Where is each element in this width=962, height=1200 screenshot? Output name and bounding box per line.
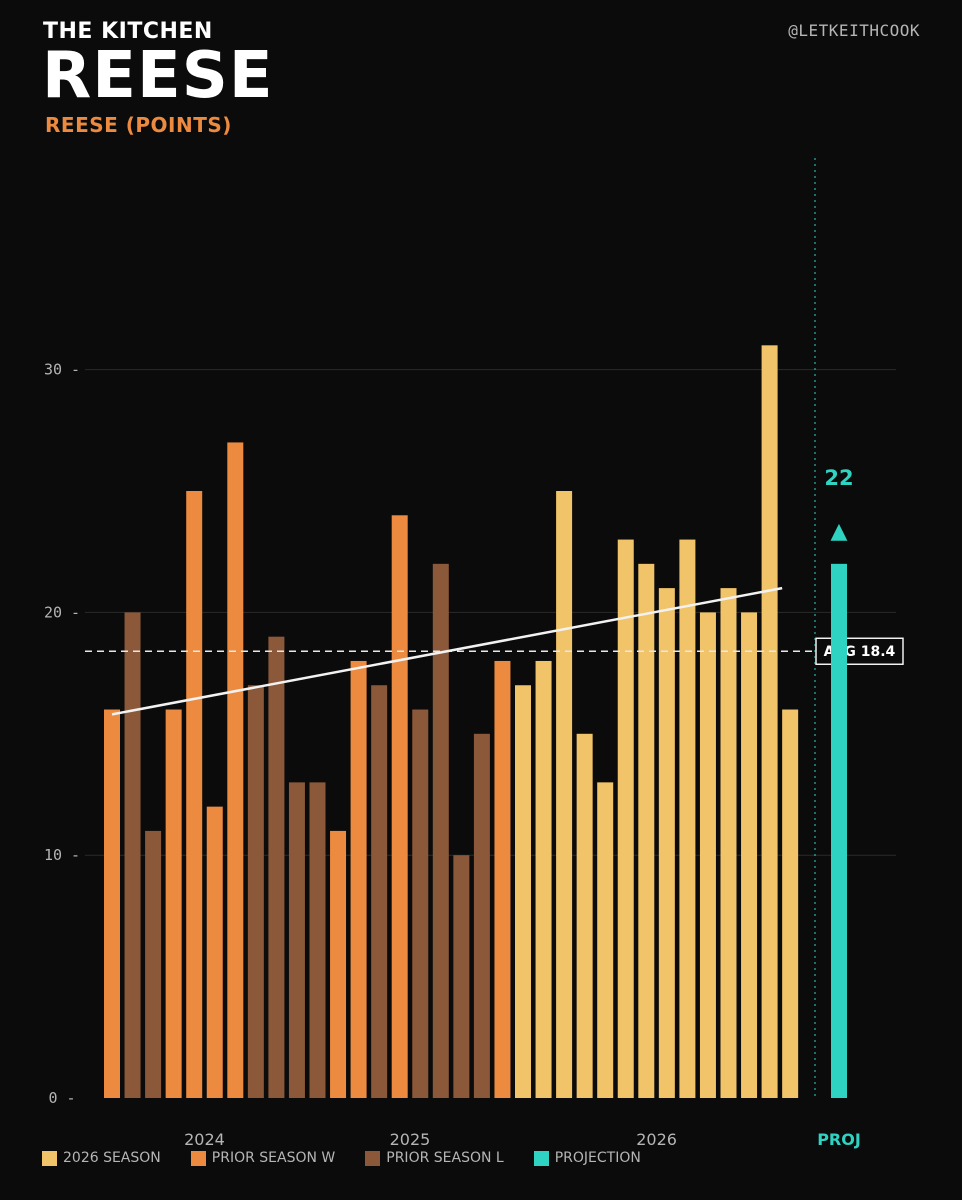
y-tick-label-20: 20 - [44,603,80,621]
bar-30 [699,612,716,1098]
player-title: REESE [42,39,274,113]
bar-5 [186,491,203,1098]
brand-label: THE KITCHEN [43,19,213,44]
season-label-2025: 2025 [390,1130,431,1149]
bar-22 [535,660,552,1098]
bar-3 [145,830,162,1098]
legend-swatch [190,1150,206,1166]
chart-subtitle: REESE (POINTS) [45,113,232,137]
legend-swatch [42,1150,57,1166]
projection-bar [831,563,847,1098]
legend-swatch [365,1150,381,1166]
bar-23 [556,491,573,1098]
projection-arrow-icon: ▲ [831,519,848,544]
author-handle: @LETKEITHCOOK [788,21,920,40]
bar-27 [638,563,655,1098]
legend-item-4: PROJECTION [533,1150,641,1166]
average-label-box [815,637,904,665]
legend: 2026 SEASON PRIOR SEASON W PRIOR SEASON L P… [42,1148,671,1168]
bar-12 [330,830,347,1098]
legend-label: PRIOR SEASON W [211,1150,336,1166]
bar-6 [206,806,223,1098]
legend-swatch [533,1150,549,1166]
y-tick-label-0: 0 - [48,1089,75,1107]
bar-21 [515,685,531,1098]
y-tick-label-10: 10 - [44,846,80,864]
bar-9 [268,636,285,1098]
bar-32 [741,612,758,1098]
season-label-2026: 2026 [636,1130,677,1149]
bar-4 [165,709,182,1098]
bar-2 [124,612,141,1098]
projection-group: ▲ 22 PROJ [814,158,861,1149]
trend-line-group [111,586,783,716]
bar-10 [288,782,305,1098]
bar-11 [309,782,326,1098]
season-label-2024: 2024 [184,1130,225,1149]
bar-1 [104,709,120,1098]
bar-24 [576,733,593,1098]
y-tick-label-30: 30 - [44,361,80,379]
bar-28 [658,588,675,1098]
bar-14 [371,685,388,1098]
legend-label: 2026 SEASON [63,1150,161,1166]
bar-17 [432,563,449,1098]
legend-label: PROJECTION [554,1150,641,1166]
y-axis-ticks: 0 - 10 - 20 - 30 - [44,361,80,1107]
bar-26 [617,539,634,1098]
legend-item-2: PRIOR SEASON W [190,1150,336,1166]
legend-item-1: 2026 SEASON [42,1150,161,1166]
bar-34 [782,709,799,1098]
average-line-group: AVG 18.4 [85,637,904,665]
bar-15 [391,515,408,1098]
legend-item-3: PRIOR SEASON L [365,1150,504,1166]
projection-value-label: 22 [824,466,853,490]
bar-8 [247,685,264,1098]
season-labels: 2024 2025 2026 [184,1130,677,1149]
bar-16 [412,709,429,1098]
header: THE KITCHEN REESE REESE (POINTS) @LETKEI… [0,0,962,150]
bar-13 [350,660,367,1098]
projection-axis-label: PROJ [817,1130,861,1149]
bar-19 [473,733,490,1098]
bar-20 [494,660,511,1098]
trend-line [111,586,783,716]
bar-25 [597,782,614,1098]
legend-label: PRIOR SEASON L [386,1150,504,1166]
bar-29 [679,539,696,1098]
bars [104,345,799,1098]
bar-18 [453,855,470,1098]
bar-33 [761,345,778,1098]
bar-7 [227,442,244,1098]
bar-31 [720,588,737,1098]
